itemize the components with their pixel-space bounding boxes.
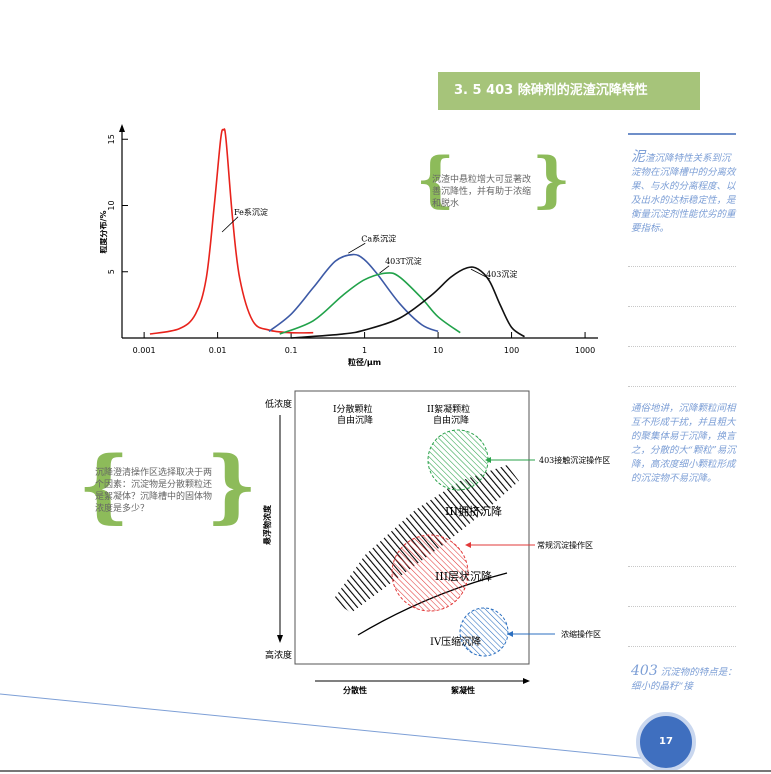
sidebar-divider	[628, 306, 736, 307]
x-tick-label: 0.001	[133, 346, 156, 355]
series-label-fe: Fe系沉淀	[234, 207, 268, 217]
particle-size-chart: 0.001 0.01 0.1 1 10 100 1000 粒径/μm 5 10 15 粒度分布/% F…	[100, 124, 598, 367]
note-top-left-brace: {	[416, 145, 455, 215]
y-tick-label: 15	[107, 134, 116, 144]
series-label-pointer-fe	[221, 216, 239, 233]
sidebar-feature-num: 403	[631, 663, 658, 679]
page-number: 17	[636, 712, 696, 772]
thicken-zone-leader-head	[507, 631, 513, 637]
sidebar-divider	[628, 346, 736, 347]
zone1-label-line2: 自由沉降	[337, 414, 373, 426]
zone3-label: III拥挤沉降	[445, 504, 502, 518]
series-label-ca: Ca系沉淀	[361, 233, 396, 243]
sidebar-feature-text: 沉淀物的特点是：细小的晶籽“接	[631, 667, 737, 692]
x-tick-label: 0.01	[209, 346, 227, 355]
note-left: 沉降澄清操作区选择取决于两个因素：沉淀物是分散颗粒还是絮凝体？沉降槽中的固体物浓…	[95, 468, 213, 514]
thicken-zone-label: 浓缩操作区	[561, 629, 601, 639]
series-line-403	[291, 266, 525, 339]
sidebar-divider	[628, 386, 736, 387]
zone2-label-line2: 自由沉降	[433, 414, 469, 426]
x-tick-label: 0.1	[285, 346, 298, 355]
x-tick-label: 100	[504, 346, 519, 355]
section-title: 3. 5 403 除砷剂的泥渣沉降特性	[438, 72, 700, 110]
contact-zone-leader-head	[485, 457, 491, 463]
series-label-403t: 403T沉淀	[385, 256, 422, 266]
high-concentration-label: 高浓度	[265, 649, 292, 661]
note-left-left-brace: {	[78, 438, 130, 532]
y-tick-label: 10	[107, 200, 116, 210]
y-axis-label: 悬浮物浓度	[262, 504, 272, 546]
chart-axes: 0.001 0.01 0.1 1 10 100 1000 粒径/μm 5 10 15 粒度分布/%	[100, 124, 598, 367]
series-line-ca	[268, 253, 439, 333]
bottom-rule	[0, 770, 771, 772]
series-line-fe	[149, 128, 314, 335]
note-left-right-brace: }	[206, 438, 258, 532]
conventional-zone-label: 常规沉淀操作区	[537, 540, 593, 550]
sidebar-intro: 泥渣沉降特性关系到沉淀物在沉降槽中的分离效果、与水的分离程度、以及出水的达标稳定…	[631, 150, 737, 236]
decorative-diagonal-line	[0, 693, 661, 761]
series-label-pointer-403t	[379, 265, 390, 274]
note-top-right-brace: }	[532, 145, 571, 215]
sidebar-divider	[628, 646, 736, 647]
series-label-pointer-403	[470, 268, 491, 280]
y-axis-arrow-head	[119, 124, 125, 132]
sidebar-rule	[628, 133, 736, 135]
x-tick-label: 1	[362, 346, 367, 355]
sidebar-divider	[628, 566, 736, 567]
conventional-zone-circle	[391, 534, 469, 612]
series-label-403: 403沉淀	[486, 269, 517, 279]
thicken-zone-circle	[459, 607, 509, 657]
x-tick-label: 1000	[575, 346, 595, 355]
dispersion-label: 分散性	[343, 685, 367, 695]
x-tick-label: 10	[433, 346, 443, 355]
diagram-frame	[294, 390, 530, 665]
note-top: 沉渣中悬粒增大可显著改善沉降性，并有助于浓缩和脱水	[432, 175, 532, 209]
zone3b-label: III层状沉降	[435, 569, 492, 583]
sidebar-intro-text: 渣沉降特性关系到沉淀物在沉降槽中的分离效果、与水的分离程度、以及出水的达标稳定性…	[631, 153, 736, 234]
y-axis-label: 粒度分布/%	[100, 211, 108, 254]
sidebar-feature: 403 沉淀物的特点是：细小的晶籽“接	[631, 664, 737, 694]
zone1-label-line1: I分散颗粒	[333, 403, 373, 415]
chart-series	[149, 128, 525, 339]
series-label-pointer-ca	[348, 242, 366, 254]
sidebar-divider	[628, 606, 736, 607]
y-tick-label: 5	[107, 269, 116, 274]
sidebar-intro-dropcap: 泥	[631, 149, 645, 165]
sidebar-divider	[628, 266, 736, 267]
settling-zone-diagram: 低浓度 高浓度 悬浮物浓度 I分散颗粒 自由沉降 II絮凝颗粒 自由沉降 III…	[262, 390, 610, 695]
series-line-403t	[279, 272, 461, 335]
zone2-label-line1: II絮凝颗粒	[427, 403, 470, 415]
concentration-arrow-head	[277, 635, 283, 643]
sidebar-explain: 通俗地讲，沉降颗粒间相互不形成干扰，并且粗大的聚集体易于沉降，换言之，分散的大“…	[631, 403, 736, 484]
contact-zone-label: 403接触沉淀操作区	[539, 455, 610, 465]
flocculation-label: 絮凝性	[451, 685, 475, 695]
contact-zone-circle	[427, 429, 489, 491]
zone4-label: IV压缩沉降	[430, 635, 481, 648]
x-axis-label: 粒径/μm	[348, 357, 381, 367]
conventional-zone-leader-head	[465, 542, 471, 548]
low-concentration-label: 低浓度	[265, 398, 292, 410]
dispersion-arrow-head	[523, 678, 530, 684]
chart-series-labels: Fe系沉淀 Ca系沉淀 403T沉淀 403沉淀	[221, 207, 517, 280]
